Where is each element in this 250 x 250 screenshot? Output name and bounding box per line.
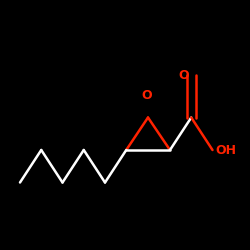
Text: OH: OH (215, 144, 236, 156)
Text: O: O (142, 89, 152, 102)
Text: O: O (178, 68, 189, 82)
